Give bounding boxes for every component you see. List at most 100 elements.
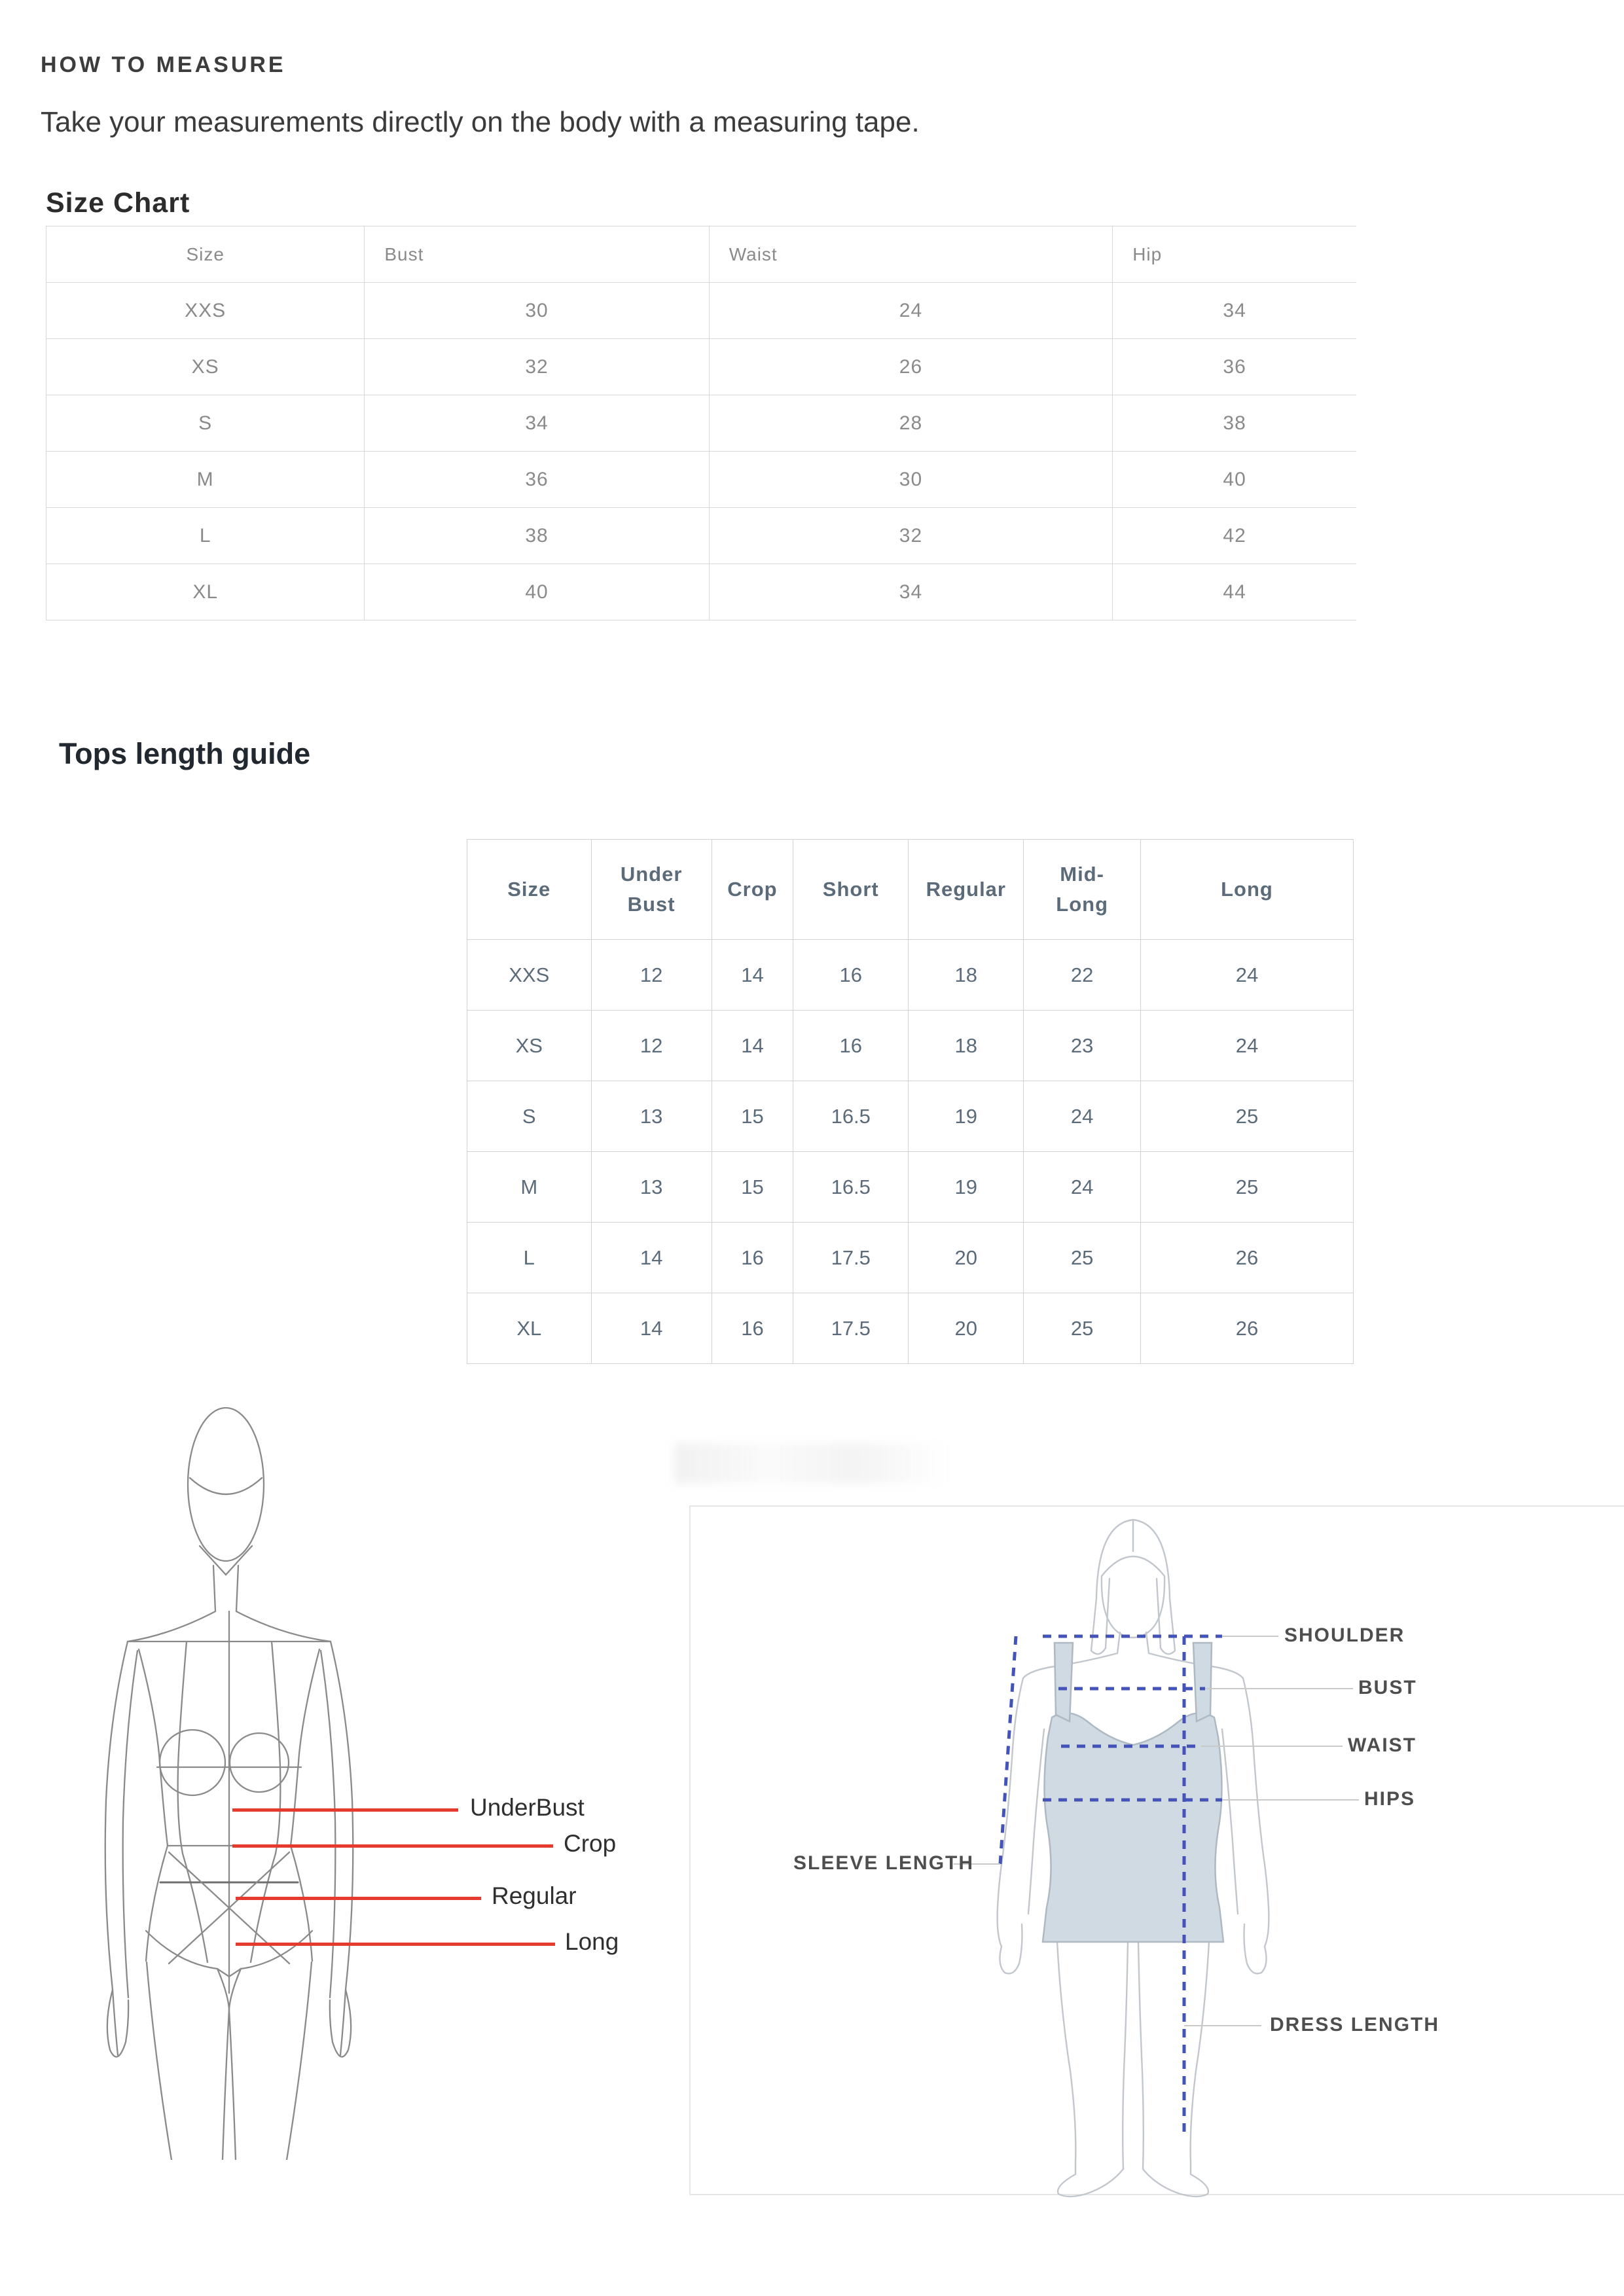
table-row: XXS 12 14 16 18 22 24 [467,939,1354,1011]
table-cell: L [467,1222,592,1293]
column-header: Long [1140,839,1354,940]
table-cell: 24 [709,282,1113,339]
table-cell: XXS [467,939,592,1011]
dress-length-label: DRESS LENGTH [1270,2014,1440,2036]
column-header: Short [793,839,909,940]
waist-label: WAIST [1348,1734,1416,1756]
croquis-figure-drawing [104,1407,354,2160]
table-cell: 40 [1112,451,1356,508]
column-header: Bust [364,226,710,283]
table-cell: S [467,1081,592,1152]
table-cell: 38 [1112,395,1356,452]
table-cell: 42 [1112,507,1356,564]
table-cell: 14 [590,1293,712,1364]
header-row: Size Under Bust Crop Short Regular Mid- Long Lon… [467,839,1354,940]
table-cell: 30 [364,282,710,339]
table-cell: 30 [709,451,1113,508]
table-cell: 17.5 [793,1222,909,1293]
intro-text: Take your measurements directly on the b… [41,106,920,138]
table-cell: 16 [793,1010,909,1081]
hips-label: HIPS [1364,1788,1416,1810]
table-row: L 14 16 17.5 20 25 26 [467,1222,1354,1293]
table-cell: 15 [711,1081,794,1152]
table-cell: 16.5 [793,1081,909,1152]
table-row: XS 12 14 16 18 23 24 [467,1010,1354,1081]
underbust-label: UnderBust [470,1794,585,1821]
crop-label: Crop [564,1830,617,1857]
table-cell: XS [46,338,365,395]
table-cell: 19 [908,1151,1024,1223]
tops-length-guide-title: Tops length guide [59,737,311,770]
table-row: L 38 32 42 [46,507,1356,564]
tops-length-guide-table: Size Under Bust Crop Short Regular Mid- Long Lon… [467,839,1354,1364]
table-cell: 34 [1112,282,1356,339]
table-cell: 34 [709,564,1113,620]
table-cell: 25 [1023,1293,1141,1364]
column-header: Hip [1112,226,1356,283]
table-cell: 20 [908,1222,1024,1293]
table-cell: 24 [1023,1081,1141,1152]
table-cell: 22 [1023,939,1141,1011]
table-cell: 40 [364,564,710,620]
table-row: XXS 30 24 34 [46,282,1356,339]
table-cell: 32 [364,338,710,395]
bust-label: BUST [1358,1677,1417,1698]
table-cell: M [46,451,365,508]
table-cell: 12 [590,939,712,1011]
table-row: XS 32 26 36 [46,338,1356,395]
dress-measure-panel [689,1505,1624,2198]
faded-print-artifact [674,1443,949,1484]
crop-line [232,1844,553,1848]
table-cell: XS [467,1010,592,1081]
column-header: Size [467,839,592,940]
column-header: Crop [711,839,794,940]
table-row: M 13 15 16.5 19 24 25 [467,1151,1354,1223]
size-chart-table: Size Bust Waist Hip XXS 30 24 34 XS 32 26 36 S 34 28 38… [46,226,1356,620]
table-cell: 24 [1023,1151,1141,1223]
table-cell: 20 [908,1293,1024,1364]
table-cell: 44 [1112,564,1356,620]
long-label: Long [565,1928,619,1955]
table-cell: 36 [1112,338,1356,395]
table-row: M 36 30 40 [46,451,1356,508]
table-cell: 18 [908,1010,1024,1081]
table-cell: 13 [590,1151,712,1223]
table-cell: 17.5 [793,1293,909,1364]
table-cell: 32 [709,507,1113,564]
table-cell: L [46,507,365,564]
tops-length-diagram [65,1401,524,2160]
table-cell: 15 [711,1151,794,1223]
column-header: Under Bust [590,839,712,940]
table-cell: 36 [364,451,710,508]
table-cell: 14 [590,1222,712,1293]
table-cell: 16 [711,1222,794,1293]
table-cell: 23 [1023,1010,1141,1081]
table-cell: 13 [590,1081,712,1152]
size-chart-title: Size Chart [46,187,190,219]
sleeve-length-label: SLEEVE LENGTH [793,1852,975,1874]
table-cell: XXS [46,282,365,339]
regular-label: Regular [492,1882,577,1909]
table-row: S 13 15 16.5 19 24 25 [467,1081,1354,1152]
dress-figure-drawing [954,1518,1359,2198]
table-row: XL 14 16 17.5 20 25 26 [467,1293,1354,1364]
table-cell: 38 [364,507,710,564]
underbust-line [232,1808,458,1812]
column-header: Size [46,226,365,283]
regular-line [236,1897,481,1900]
table-cell: 12 [590,1010,712,1081]
table-cell: M [467,1151,592,1223]
column-header: Waist [709,226,1113,283]
table-cell: 26 [1140,1293,1354,1364]
column-header: Regular [908,839,1024,940]
table-cell: 25 [1140,1151,1354,1223]
table-cell: 19 [908,1081,1024,1152]
table-row: XL 40 34 44 [46,564,1356,620]
table-cell: 14 [711,939,794,1011]
long-line [236,1943,555,1946]
table-cell: 25 [1023,1222,1141,1293]
table-cell: 14 [711,1010,794,1081]
shoulder-label: SHOULDER [1284,1624,1405,1646]
table-cell: 34 [364,395,710,452]
table-cell: 16 [711,1293,794,1364]
